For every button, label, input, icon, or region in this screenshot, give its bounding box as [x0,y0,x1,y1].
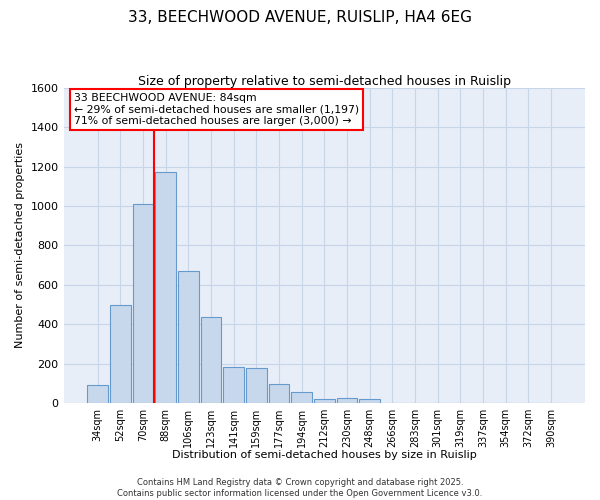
Bar [223,366,244,403]
Bar [269,384,289,403]
Bar [110,304,131,403]
Bar [133,204,154,403]
Bar [246,368,267,403]
Bar [87,386,108,403]
Bar [337,398,358,403]
Bar [291,392,312,403]
Bar [200,318,221,403]
X-axis label: Distribution of semi-detached houses by size in Ruislip: Distribution of semi-detached houses by … [172,450,476,460]
Bar [178,271,199,403]
Title: Size of property relative to semi-detached houses in Ruislip: Size of property relative to semi-detach… [138,75,511,88]
Text: 33, BEECHWOOD AVENUE, RUISLIP, HA4 6EG: 33, BEECHWOOD AVENUE, RUISLIP, HA4 6EG [128,10,472,25]
Text: Contains HM Land Registry data © Crown copyright and database right 2025.
Contai: Contains HM Land Registry data © Crown c… [118,478,482,498]
Text: 33 BEECHWOOD AVENUE: 84sqm
← 29% of semi-detached houses are smaller (1,197)
71%: 33 BEECHWOOD AVENUE: 84sqm ← 29% of semi… [74,92,359,126]
Bar [314,399,335,403]
Bar [155,172,176,403]
Bar [359,400,380,403]
Y-axis label: Number of semi-detached properties: Number of semi-detached properties [15,142,25,348]
